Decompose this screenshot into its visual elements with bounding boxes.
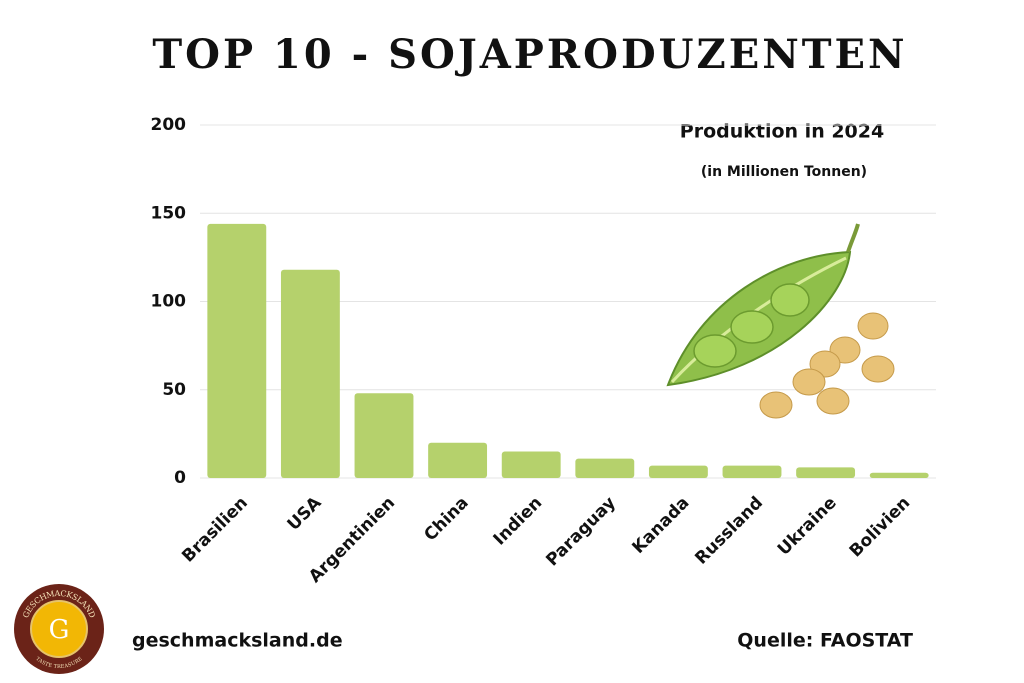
y-tick-label: 0 — [174, 468, 186, 488]
y-tick-label: 100 — [151, 292, 187, 312]
logo-letter: G — [49, 615, 70, 645]
y-tick-label: 150 — [151, 203, 187, 223]
soy-illustration — [666, 223, 895, 419]
bar — [428, 442, 488, 478]
bars — [207, 223, 929, 478]
bar — [501, 451, 561, 478]
y-tick-label: 50 — [162, 380, 186, 400]
chart-subtitle: Produktion in 2024 — [680, 121, 884, 143]
website: geschmacksland.de — [132, 630, 343, 652]
bar — [648, 465, 708, 478]
bar — [280, 269, 340, 478]
source: Quelle: FAOSTAT — [737, 630, 913, 652]
bar — [869, 472, 929, 478]
bar — [796, 467, 856, 478]
logo-core — [30, 600, 88, 658]
bar — [575, 458, 635, 478]
y-tick-label: 200 — [151, 115, 187, 135]
bar — [354, 393, 414, 478]
bar — [207, 223, 267, 478]
logo: GESCHMACKSLAND TASTE TREASURE G — [14, 584, 104, 674]
unit-note: (in Millionen Tonnen) — [701, 164, 867, 180]
bar — [722, 465, 782, 478]
chart-title: TOP 10 - SOJAPRODUZENTEN — [152, 31, 907, 78]
